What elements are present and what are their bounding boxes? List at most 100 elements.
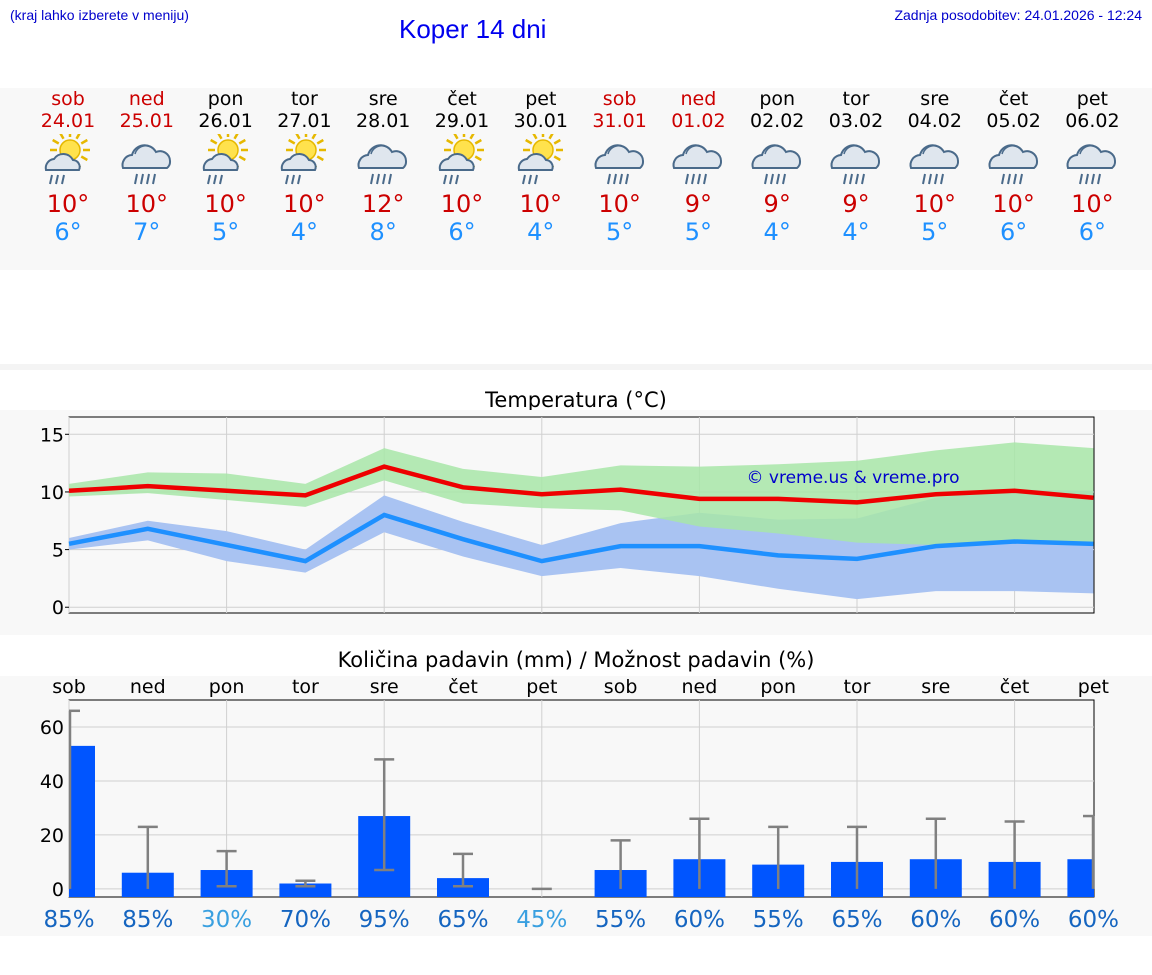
day-date: 26.01 xyxy=(198,110,253,132)
day-column: čet 05.02 10° 6° xyxy=(974,88,1054,246)
daily-forecast-row: sob 24.01 10° 6° ned 25.01 10° 7° pon 26.01 10° 5° t… xyxy=(0,88,1152,248)
max-temp: 10° xyxy=(913,190,957,218)
precip-probability: 60% xyxy=(910,907,961,933)
y-tick-label: 5 xyxy=(52,540,64,562)
cloud-rain-icon xyxy=(737,134,817,190)
day-label: sre xyxy=(370,676,399,698)
precip-probability: 85% xyxy=(43,907,94,933)
day-label: tor xyxy=(844,676,871,698)
day-date: 29.01 xyxy=(434,110,490,132)
day-column: pon 26.01 10° 5° xyxy=(186,88,266,246)
min-temp: 5° xyxy=(605,218,634,246)
day-name: pet xyxy=(525,88,557,110)
min-temp: 6° xyxy=(54,218,82,246)
max-temp: 10° xyxy=(598,190,641,218)
day-column: tor 27.01 10° 4° xyxy=(264,88,344,246)
day-column: pet 30.01 10° 4° xyxy=(501,88,581,246)
min-temp: 7° xyxy=(133,218,161,246)
partly-sunny-rain-icon xyxy=(422,134,502,190)
min-temp-range-band xyxy=(69,489,1094,600)
y-tick-label: 0 xyxy=(52,597,64,619)
cloud-rain-icon xyxy=(1052,134,1132,190)
day-name: pon xyxy=(207,88,244,110)
precip-probability: 65% xyxy=(831,907,882,933)
day-label: čet xyxy=(1000,676,1030,698)
day-label: čet xyxy=(448,676,478,698)
partly-sunny-rain-icon xyxy=(264,134,344,190)
max-temp-line xyxy=(68,464,1094,505)
precip-probability: 55% xyxy=(595,907,646,933)
day-label: sob xyxy=(604,676,638,698)
day-column: tor 03.02 9° 4° xyxy=(816,88,896,246)
day-name: tor xyxy=(842,88,870,110)
partly-sunny-icon xyxy=(501,134,581,190)
y-tick-label: 10 xyxy=(40,482,64,504)
precip-bar xyxy=(279,883,332,897)
min-temp: 6° xyxy=(1078,218,1107,246)
day-label: pet xyxy=(526,676,557,698)
y-tick-label: 40 xyxy=(40,771,64,793)
partly-sunny-rain-icon xyxy=(186,134,266,190)
max-temp: 10° xyxy=(204,190,247,218)
day-date: 05.02 xyxy=(986,110,1041,132)
location-hint: (kraj lahko izberete v meniju) xyxy=(10,7,189,23)
precip-probability: 65% xyxy=(437,907,488,933)
cloud-rain-icon xyxy=(974,134,1054,190)
max-temp: 9° xyxy=(684,190,713,218)
y-tick-label: 20 xyxy=(40,825,64,847)
day-label: pon xyxy=(760,676,796,698)
divider xyxy=(0,364,1152,370)
day-name: tor xyxy=(290,88,318,110)
y-tick-label: 0 xyxy=(52,879,64,901)
day-column: pon 02.02 9° 4° xyxy=(737,88,817,246)
day-date: 01.02 xyxy=(671,110,726,132)
temperature-chart: 0 5 10 15 © vreme.us & vreme.pro xyxy=(40,416,1095,619)
day-date: 28.01 xyxy=(355,110,411,132)
day-column: sre 28.01 12° 8° xyxy=(343,88,423,246)
day-label: sre xyxy=(921,676,950,698)
page-title: Koper 14 dni xyxy=(399,14,547,44)
max-temp: 10° xyxy=(125,190,169,218)
max-temp: 10° xyxy=(46,190,90,218)
temperature-chart-title: Temperatura (°C) xyxy=(485,388,667,412)
day-date: 06.02 xyxy=(1065,110,1120,132)
min-temp: 4° xyxy=(842,218,870,246)
max-temp: 9° xyxy=(763,190,791,218)
precip-probability: 95% xyxy=(359,907,410,933)
min-temp: 6° xyxy=(448,218,476,246)
max-temp: 10° xyxy=(519,190,563,218)
max-temp: 12° xyxy=(361,190,405,218)
daily-forecast-panel xyxy=(0,88,1152,270)
day-column: sre 04.02 10° 5° xyxy=(895,88,975,246)
max-temp: 10° xyxy=(440,190,484,218)
day-name: čet xyxy=(998,88,1029,110)
day-label: pet xyxy=(1078,676,1109,698)
day-name: ned xyxy=(680,88,717,110)
day-column: sob 31.01 10° 5° xyxy=(580,88,660,246)
cloud-rain-icon xyxy=(895,134,975,190)
precip-chart: sob ned pon tor sre čet pet sob ned pon tor sre čet p… xyxy=(40,676,1119,933)
day-date: 24.01 xyxy=(40,110,96,132)
day-date: 27.01 xyxy=(277,110,332,132)
day-label: sob xyxy=(52,676,86,698)
day-date: 31.01 xyxy=(592,110,647,132)
precip-probability: 30% xyxy=(201,907,252,933)
day-column: sob 24.01 10° 6° xyxy=(28,88,108,246)
day-label: pon xyxy=(209,676,245,698)
precip-chart-title: Količina padavin (mm) / Možnost padavin … xyxy=(337,648,815,672)
cloud-rain-icon xyxy=(658,134,738,190)
watermark: © vreme.us & vreme.pro xyxy=(746,468,959,488)
day-name: sob xyxy=(51,88,85,110)
precip-probability: 85% xyxy=(122,907,173,933)
min-temp: 5° xyxy=(921,218,949,246)
day-date: 04.02 xyxy=(907,110,962,132)
day-date: 03.02 xyxy=(828,110,884,132)
partly-sunny-rain-icon xyxy=(28,134,108,190)
day-column: čet 29.01 10° 6° xyxy=(422,88,502,246)
min-temp: 8° xyxy=(369,218,397,246)
max-temp: 9° xyxy=(842,190,870,218)
day-name: pon xyxy=(759,88,796,110)
day-name: sre xyxy=(368,88,398,110)
min-temp: 5° xyxy=(211,218,240,246)
min-temp: 6° xyxy=(999,218,1028,246)
